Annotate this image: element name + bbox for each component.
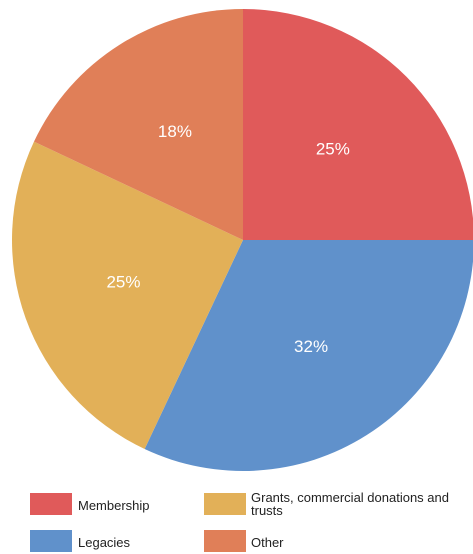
legend-swatch-other <box>204 530 246 552</box>
legend-label-grants: Grants, commercial donations and trusts <box>251 490 449 518</box>
pie-slice-grants <box>12 141 243 450</box>
pie-slice-value-label: 25% <box>106 273 140 292</box>
legend-swatch-legacies <box>30 530 72 552</box>
pie-slice-value-label: 25% <box>316 140 350 159</box>
pie-slice-labels: 25% 32% 25% 18% <box>106 122 349 356</box>
pie-slice-value-label: 18% <box>158 122 192 141</box>
pie-slice-other <box>33 9 243 240</box>
legend-label-membership: Membership <box>78 498 150 513</box>
legend-swatch-grants <box>204 493 246 515</box>
pie-slices <box>12 9 473 471</box>
legend-label-legacies: Legacies <box>78 535 131 550</box>
legend-label-other: Other <box>251 535 284 550</box>
pie-slice-value-label: 32% <box>294 337 328 356</box>
pie-slice-membership <box>243 9 473 240</box>
pie-slice-legacies <box>144 240 473 471</box>
legend-swatch-membership <box>30 493 72 515</box>
